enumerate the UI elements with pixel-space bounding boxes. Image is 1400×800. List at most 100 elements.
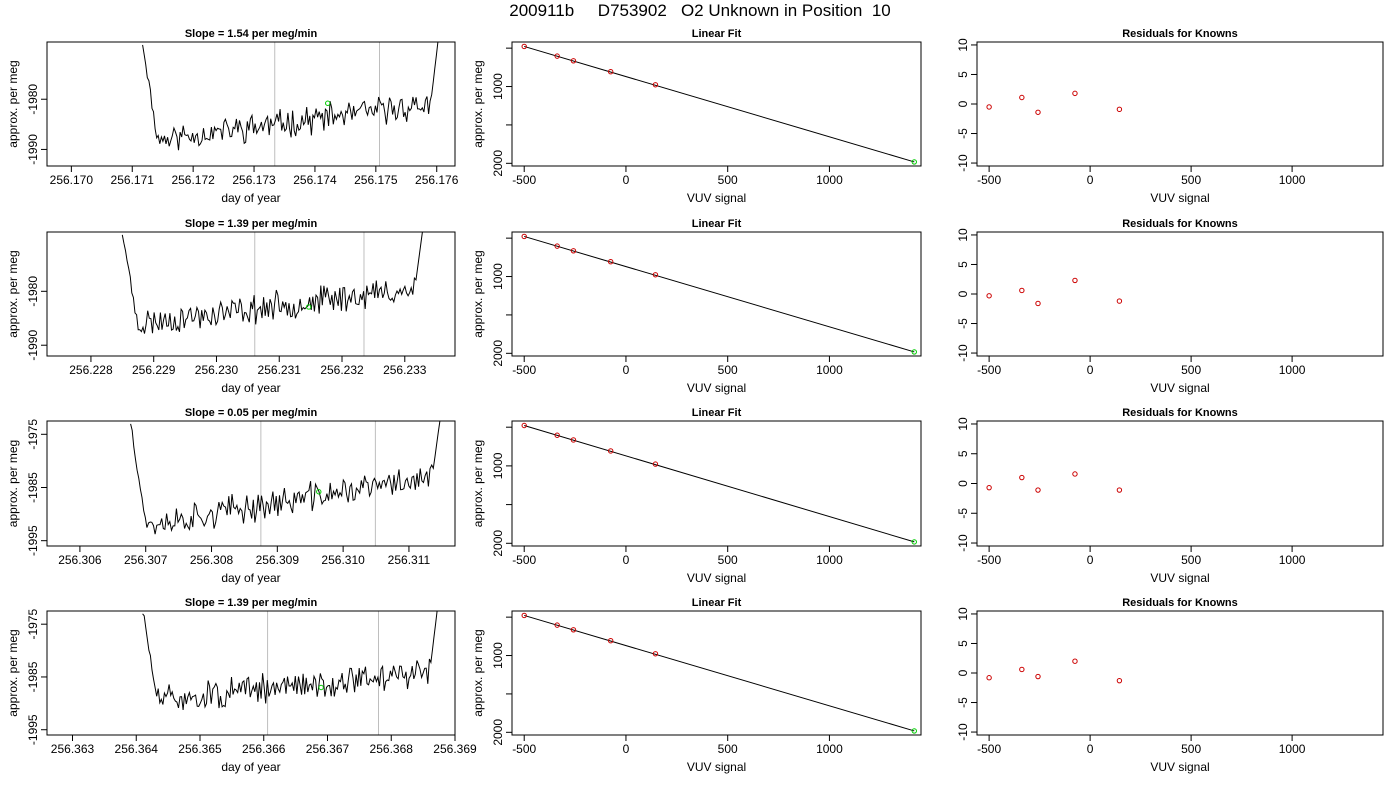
y-tick-label: -1975	[26, 419, 40, 450]
residual-point	[1019, 666, 1025, 673]
x-axis-label: VUV signal	[687, 381, 746, 395]
known-point	[521, 422, 527, 429]
y-tick-label: -10	[956, 344, 970, 362]
plot-frame	[46, 610, 456, 736]
unknown-point	[911, 539, 917, 545]
x-tick-label: 256.307	[124, 553, 168, 567]
y-axis-label: approx. per meg	[6, 250, 20, 337]
known-point	[607, 69, 614, 75]
panel-title: Slope = 1.54 per meg/min	[185, 28, 318, 40]
residual-point	[1072, 277, 1078, 284]
known-point	[554, 432, 560, 438]
x-tick-label: 256.228	[69, 363, 113, 377]
known-point	[652, 82, 659, 88]
y-tick-label: 10	[956, 417, 970, 431]
x-tick-label: -500	[512, 742, 536, 756]
x-tick-label: 500	[718, 173, 738, 187]
x-tick-label: 256.363	[51, 742, 95, 756]
panel-title: Slope = 0.05 per meg/min	[185, 407, 318, 419]
x-tick-label: 0	[1087, 173, 1094, 187]
plot-frame	[511, 41, 922, 167]
known-point	[607, 259, 614, 265]
panel-r3c1: Slope = 0.05 per meg/min 256.306 256.307 25…	[6, 407, 456, 585]
x-tick-label: 256.176	[415, 173, 459, 187]
x-tick-label: 256.173	[232, 173, 276, 187]
y-axis-label: approx. per meg	[471, 629, 485, 716]
plot-area	[986, 90, 1123, 115]
plot-area	[142, 611, 438, 735]
y-tick-label: -1975	[26, 609, 40, 640]
residual-point	[1116, 298, 1123, 304]
plot-frame	[976, 610, 1384, 736]
plot-area	[130, 421, 441, 546]
y-tick-label: -1995	[26, 714, 40, 745]
panel-title: Residuals for Knowns	[1122, 597, 1238, 609]
panel-r1c1: Slope = 1.54 per meg/min 256.170 256.171 25…	[6, 28, 459, 205]
x-tick-label: 256.365	[178, 742, 222, 756]
known-point	[554, 622, 560, 628]
y-tick-label: 2000	[491, 719, 505, 746]
unknown-point	[911, 728, 917, 734]
x-tick-label: 256.172	[171, 173, 215, 187]
x-tick-label: 256.311	[388, 553, 431, 567]
plot-frame	[46, 420, 456, 547]
x-axis-label: VUV signal	[1150, 381, 1209, 395]
x-tick-label: 0	[623, 363, 630, 377]
y-tick-label: 0	[956, 669, 970, 676]
x-tick-label: 500	[718, 742, 738, 756]
panel-r2c1: Slope = 1.39 per meg/min 256.228 256.229 25…	[6, 218, 456, 395]
x-tick-label: 1000	[1279, 742, 1306, 756]
panel-title: Linear Fit	[692, 218, 742, 230]
y-axis-label: approx. per meg	[6, 629, 20, 716]
y-tick-label: -1980	[26, 84, 40, 115]
known-point	[521, 233, 527, 240]
plot-frame	[976, 231, 1384, 357]
x-tick-label: 256.171	[111, 173, 155, 187]
x-tick-label: -500	[512, 363, 536, 377]
y-axis-label: approx. per meg	[6, 440, 20, 527]
panel-title: Residuals for Knowns	[1122, 218, 1238, 230]
residual-point	[1116, 487, 1123, 493]
y-tick-label: -10	[956, 154, 970, 172]
x-tick-label: 0	[623, 173, 630, 187]
y-tick-label: -1995	[26, 525, 40, 556]
plot-area	[521, 233, 917, 355]
residual-point	[1116, 677, 1123, 684]
known-point	[570, 248, 577, 254]
plot-area	[521, 43, 917, 165]
x-tick-label: 256.310	[321, 553, 365, 567]
y-tick-label: 5	[956, 450, 970, 457]
x-tick-label: 0	[1087, 363, 1094, 377]
known-point	[652, 461, 659, 467]
y-tick-label: 5	[956, 640, 970, 647]
plot-area	[521, 612, 917, 734]
known-point	[570, 627, 577, 633]
x-axis-label: VUV signal	[687, 571, 746, 585]
panel-r3c3: Residuals for Knowns -500 0 500 1000 -10 -5 0 5 1…	[956, 407, 1384, 585]
x-tick-label: -500	[512, 553, 536, 567]
panel-r4c3: Residuals for Knowns -500 0 500 1000 -10 -5 0 5 1…	[956, 597, 1384, 774]
fit-line	[524, 45, 915, 163]
x-tick-label: 1000	[816, 553, 843, 567]
known-point	[521, 612, 527, 619]
y-tick-label: -1985	[26, 472, 40, 503]
panel-title: Slope = 1.39 per meg/min	[185, 218, 318, 230]
residual-point	[1035, 673, 1041, 680]
unknown-point	[316, 489, 322, 495]
x-axis-label: day of year	[221, 191, 280, 205]
plot-area	[986, 277, 1123, 307]
fit-line	[524, 235, 915, 353]
x-tick-label: 1000	[816, 363, 843, 377]
y-axis-label: approx. per meg	[471, 250, 485, 337]
panel-title: Residuals for Knowns	[1122, 407, 1238, 419]
x-tick-label: 1000	[816, 742, 843, 756]
panel-r4c1: Slope = 1.39 per meg/min 256.363 256.364 25…	[6, 597, 477, 774]
signal-trace	[121, 232, 423, 334]
x-tick-label: 500	[1181, 742, 1201, 756]
x-tick-label: 256.308	[190, 553, 234, 567]
plot-area	[521, 422, 917, 545]
panel-r1c2: Linear Fit -500 0 500 1000 2000 1000 VUV signal…	[471, 28, 922, 205]
y-tick-label: 2000	[491, 340, 505, 367]
y-tick-label: 1000	[491, 73, 505, 100]
y-axis-label: approx. per meg	[471, 60, 485, 147]
